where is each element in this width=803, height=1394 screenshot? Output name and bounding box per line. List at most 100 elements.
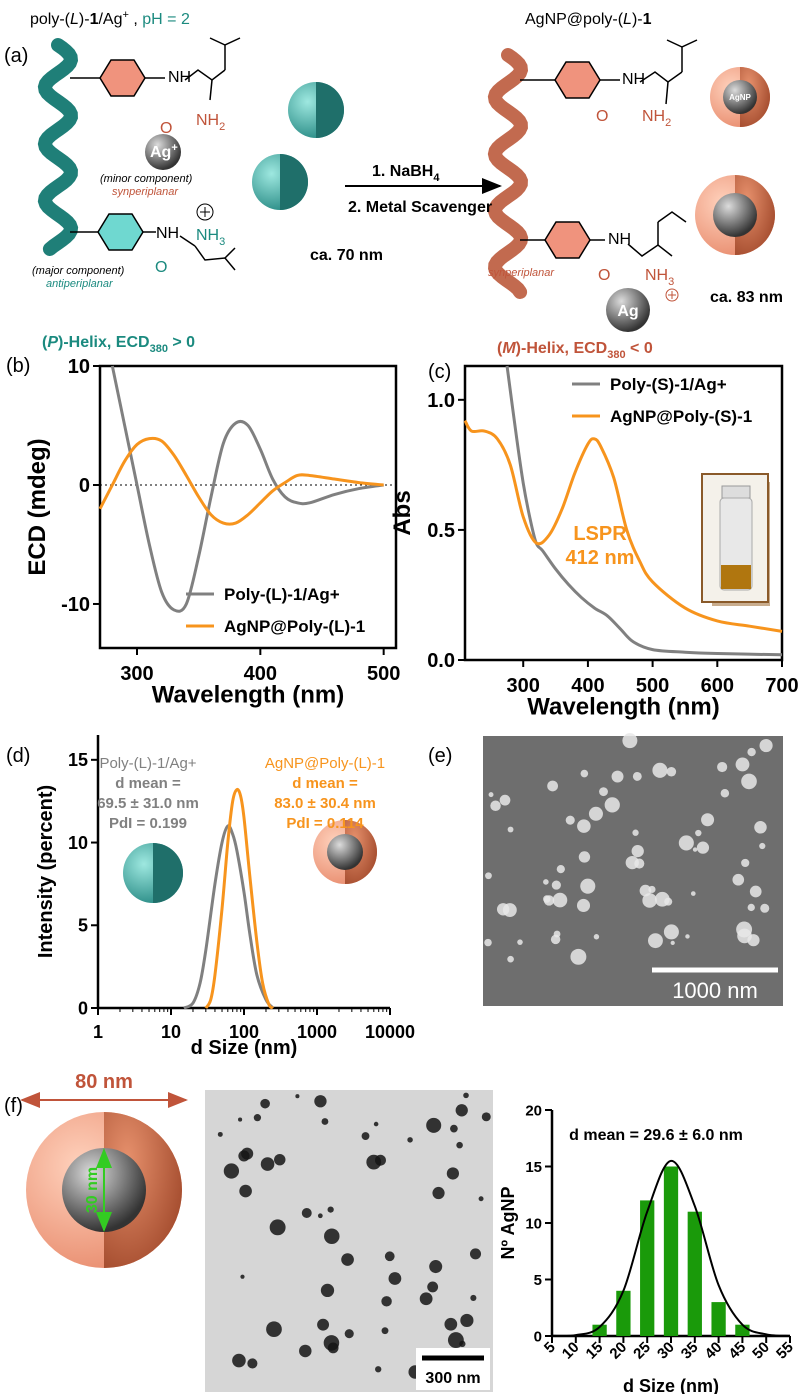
x-tick-label: 30: [654, 1339, 678, 1363]
particle-spot: [503, 903, 517, 917]
x-tick-label: 700: [765, 675, 798, 697]
particle-spot: [632, 830, 638, 836]
x-axis-label: d Size (nm): [623, 1376, 719, 1394]
particle-spot: [507, 956, 514, 963]
particle-spot: [382, 1327, 389, 1334]
annotation: LSPR: [573, 523, 627, 545]
particle-spot: [605, 797, 620, 812]
particle-spot: [570, 949, 586, 965]
y-tick-label: 10: [525, 1215, 542, 1232]
particle-spot: [345, 1329, 354, 1338]
panel-label: (b): [6, 355, 30, 377]
particle-spot: [479, 1196, 484, 1201]
particle-spot: [579, 851, 590, 862]
particle-spot: [341, 1253, 354, 1266]
particle-spot: [760, 739, 773, 752]
particle-spot: [633, 772, 642, 781]
particle-spot: [247, 1358, 257, 1368]
particle-spot: [317, 1319, 329, 1331]
atom-label: O: [596, 108, 608, 125]
particle-spot: [374, 1122, 379, 1127]
annotation: PdI = 0.114: [286, 815, 364, 832]
particle-spot: [701, 813, 714, 826]
particle-spot: [260, 1099, 270, 1109]
particle-spot: [295, 1094, 299, 1098]
bar: [688, 1212, 702, 1336]
bar: [664, 1167, 678, 1337]
particle-spot: [747, 934, 759, 946]
reaction-step: 1. NaBH4: [372, 163, 440, 184]
particle-spot: [322, 1118, 329, 1125]
particle-spot: [634, 858, 644, 868]
particle-spot: [389, 1272, 402, 1285]
annotation: d mean =: [115, 775, 181, 792]
tem-image: [205, 1090, 493, 1392]
atom-label: NH2: [196, 112, 225, 133]
y-tick-label: 20: [525, 1102, 542, 1119]
reaction-step: 2. Metal Scavenger: [348, 199, 492, 216]
x-tick-label: 500: [367, 663, 400, 685]
dimension-label: 80 nm: [75, 1071, 133, 1093]
y-tick-label: 0: [78, 998, 88, 1018]
particle-spot: [554, 931, 561, 938]
x-tick-label: 40: [702, 1339, 726, 1363]
particle-spot: [693, 847, 697, 851]
y-tick-label: 15: [68, 750, 88, 770]
particle-spot: [238, 1150, 249, 1161]
particle-spot: [485, 872, 492, 879]
data-line: [206, 789, 273, 1008]
nanoparticle: [123, 843, 183, 903]
particle-spot: [741, 774, 757, 790]
particle-label: Ag: [617, 303, 638, 320]
particle-spot: [748, 904, 755, 911]
particle-spot: [717, 762, 727, 772]
y-tick-label: 0.0: [427, 650, 455, 672]
particle-spot: [736, 758, 750, 772]
bar: [711, 1302, 725, 1336]
particle-spot: [482, 1112, 491, 1121]
bar: [640, 1200, 654, 1336]
y-tick-label: 0: [79, 475, 90, 497]
y-axis-label: Abs: [389, 490, 416, 535]
particle-spot: [470, 1248, 481, 1259]
particle-spot: [232, 1354, 246, 1368]
particle-spot: [470, 1295, 476, 1301]
particle-spot: [302, 1208, 312, 1218]
particle-spot: [489, 792, 494, 797]
particle-spot: [375, 1366, 381, 1372]
vial-photo: [702, 474, 770, 606]
x-tick-label: 10: [161, 1022, 181, 1042]
y-tick-label: 15: [525, 1159, 542, 1176]
x-tick-label: 1: [93, 1022, 103, 1042]
helix-label: (P)-Helix, ECD380 > 0: [42, 334, 195, 355]
particle-spot: [543, 879, 549, 885]
particle-spot: [239, 1185, 252, 1198]
particle-spot: [580, 879, 595, 894]
particle-spot: [695, 830, 701, 836]
annotation: 69.5 ± 31.0 nm: [97, 795, 199, 812]
atom-label: NH: [608, 231, 631, 248]
panel-label: (a): [4, 45, 28, 67]
particle-spot: [224, 1163, 239, 1178]
nanoparticle: [288, 82, 344, 138]
particle-spot: [460, 1314, 473, 1327]
x-tick-label: 55: [773, 1339, 797, 1363]
scale-label: 1000 nm: [672, 978, 758, 1003]
annotation: 83.0 ± 30.4 nm: [274, 795, 376, 812]
particle-spot: [648, 933, 663, 948]
particle-spot: [754, 821, 766, 833]
particle-spot: [444, 1318, 457, 1331]
legend-label: AgNP@Poly-(S)-1: [610, 407, 752, 426]
particle-spot: [594, 934, 599, 939]
y-tick-label: 10: [68, 833, 88, 853]
bar: [735, 1325, 749, 1336]
particle-spot: [664, 924, 679, 939]
particle-spot: [667, 767, 676, 776]
legend-label: Poly-(S)-1/Ag+: [610, 375, 727, 394]
sem-image: [483, 733, 783, 1006]
annotation: d mean = 29.6 ± 6.0 nm: [569, 1127, 743, 1144]
particle-spot: [420, 1292, 433, 1305]
atom-label: NH3: [196, 227, 225, 248]
particle-spot: [685, 934, 689, 938]
nanoparticle: [695, 175, 775, 255]
